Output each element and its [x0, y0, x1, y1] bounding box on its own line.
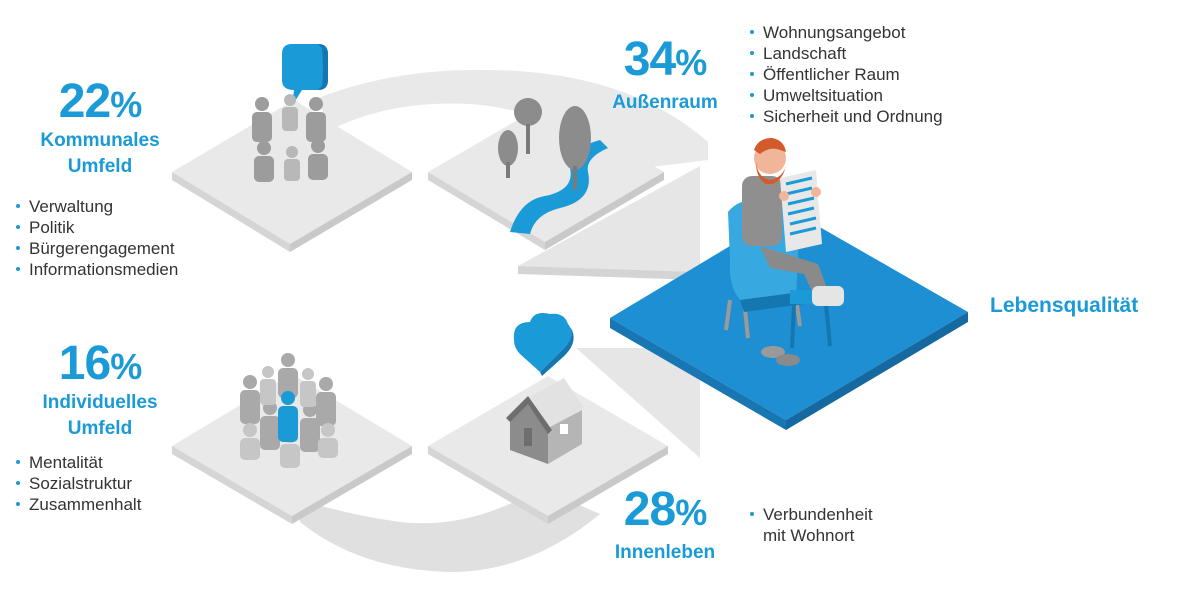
innenleben-title: Innenleben	[614, 542, 716, 563]
list-item: Umweltsituation	[748, 85, 1008, 106]
innenleben-item-list: Verbundenheit mit Wohnort	[748, 504, 948, 546]
list-item: Bürgerengagement	[14, 238, 234, 259]
lebensqualitaet-label: Lebensqualität	[990, 294, 1139, 317]
list-item: Landschaft	[748, 43, 1008, 64]
aussenraum-item-list: Wohnungsangebot Landschaft Öffentlicher …	[748, 22, 1008, 127]
aussenraum-title: Außenraum	[612, 92, 718, 113]
list-item: Wohnungsangebot	[748, 22, 1008, 43]
list-item: Zusammenhalt	[14, 494, 234, 515]
man-reading-newspaper-armchair-icon	[724, 138, 844, 366]
innenleben-percent: 28%	[590, 486, 740, 536]
segment-individuell: 16% Individuelles Umfeld	[10, 340, 190, 442]
list-item: Informationsmedien	[14, 259, 234, 280]
list-item: Verwaltung	[14, 196, 234, 217]
innenleben-percent-value: 28	[623, 483, 676, 536]
aussenraum-percent-value: 34	[623, 33, 676, 86]
list-item: Sicherheit und Ordnung	[748, 106, 1008, 127]
individuell-item-list: Mentalität Sozialstruktur Zusammenhalt	[14, 452, 234, 515]
segment-aussenraum: 34% Außenraum	[590, 36, 740, 116]
people-circle-speech-bubble-icon	[252, 44, 328, 182]
house-heart-icon	[506, 313, 584, 464]
kommunal-title-line2: Umfeld	[67, 156, 133, 177]
list-item: Verbundenheit	[748, 504, 948, 525]
innenleben-percent-symbol: %	[675, 492, 707, 533]
kommunal-percent: 22%	[10, 78, 190, 128]
individuell-title-line2: Umfeld	[67, 418, 133, 439]
individuell-percent-symbol: %	[110, 346, 142, 387]
kommunal-percent-value: 22	[58, 75, 111, 128]
individuell-percent-value: 16	[58, 337, 111, 390]
list-item-continuation: mit Wohnort	[763, 526, 855, 545]
arrow-to-lebensqualitaet-bottom	[576, 348, 700, 458]
individuell-percent: 16%	[10, 340, 190, 390]
individuell-title-line1: Individuelles	[42, 392, 158, 413]
trees-river-icon	[498, 98, 608, 234]
list-item: Politik	[14, 217, 234, 238]
aussenraum-percent: 34%	[590, 36, 740, 86]
kommunal-title-line1: Kommunales	[40, 130, 160, 151]
list-item: Mentalität	[14, 452, 234, 473]
kommunal-percent-symbol: %	[110, 84, 142, 125]
segment-kommunal: 22% Kommunales Umfeld	[10, 78, 190, 180]
crowd-icon	[240, 353, 338, 468]
kommunal-item-list: Verwaltung Politik Bürgerengagement Info…	[14, 196, 234, 280]
lebensqualitaet-floor	[610, 210, 968, 430]
arrow-to-lebensqualitaet-top	[518, 166, 700, 272]
segment-innenleben: 28% Innenleben	[590, 486, 740, 566]
aussenraum-percent-symbol: %	[675, 42, 707, 83]
list-item: Öffentlicher Raum	[748, 64, 1008, 85]
list-item: Sozialstruktur	[14, 473, 234, 494]
